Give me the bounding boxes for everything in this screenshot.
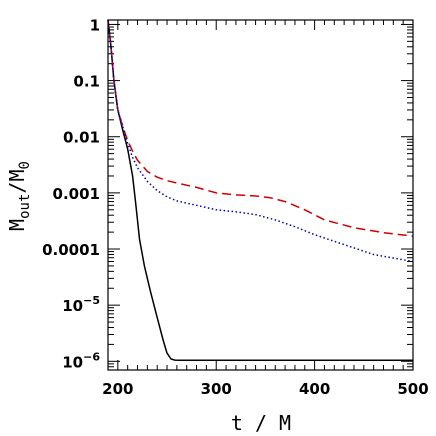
y-tick-label: 10−6	[62, 350, 100, 371]
y-tick-label: 10−5	[62, 294, 100, 315]
series-line-dashed	[107, 19, 414, 237]
y-tick-label: 1	[90, 16, 100, 34]
series-lines	[107, 19, 414, 362]
x-tick-label: 500	[397, 380, 428, 398]
y-axis-label: Mout/M0	[5, 161, 33, 231]
x-tick-label: 200	[102, 380, 133, 398]
x-tick-label: 300	[201, 380, 232, 398]
plot-frame	[107, 19, 414, 371]
x-tick-label: 400	[299, 380, 330, 398]
x-tick-labels: 200 300 400 500	[102, 380, 428, 398]
series-line-solid	[107, 19, 413, 362]
y-tick-label: 0.1	[73, 73, 100, 91]
y-tick-labels: 1 0.1 0.01 0.001 0.0001 10−5 10−6	[42, 16, 100, 371]
y-tick-label: 0.001	[53, 185, 100, 203]
x-axis-label: t / M	[231, 411, 291, 435]
y-tick-label: 0.01	[63, 129, 100, 147]
series-line-dotted	[107, 19, 414, 263]
axis-ticks	[107, 20, 414, 371]
y-tick-label: 0.0001	[42, 241, 100, 259]
